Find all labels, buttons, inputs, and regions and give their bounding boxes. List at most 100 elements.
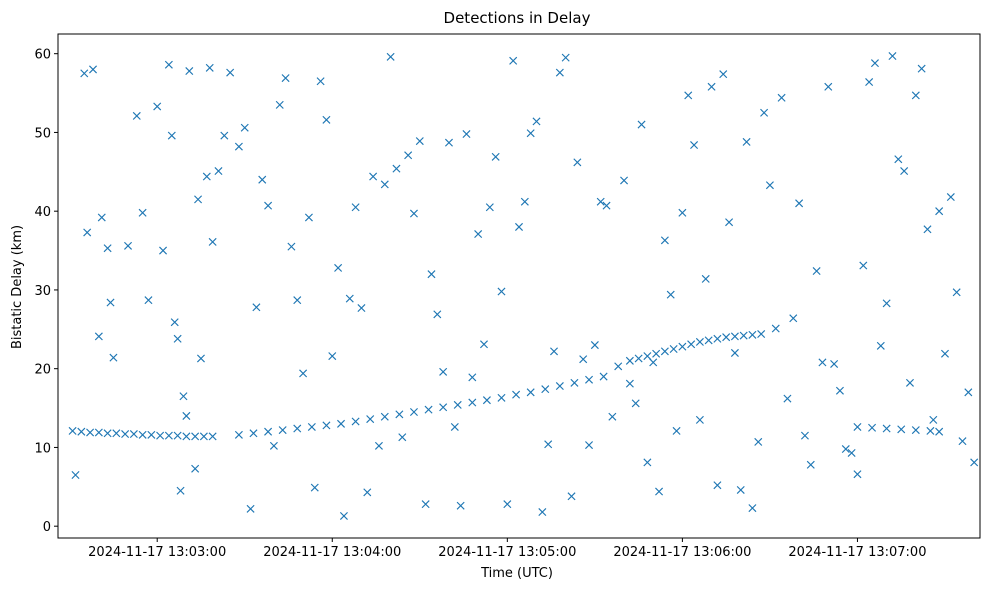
- data-point-marker: [550, 347, 559, 356]
- data-point-marker: [853, 422, 862, 431]
- data-point-marker: [687, 340, 696, 349]
- data-point-marker: [491, 152, 500, 161]
- data-point-marker: [917, 64, 926, 73]
- data-point-marker: [153, 102, 162, 111]
- x-tick-label: 2024-11-17 13:03:00: [88, 545, 226, 560]
- data-point-marker: [509, 56, 518, 65]
- data-point-marker: [167, 131, 176, 140]
- data-point-marker: [660, 347, 669, 356]
- data-point-marker: [68, 426, 77, 435]
- data-point-marker: [532, 117, 541, 126]
- data-point-marker: [719, 70, 728, 79]
- x-axis-label: Time (UTC): [480, 566, 553, 581]
- data-point-marker: [103, 429, 112, 438]
- data-point-marker: [485, 203, 494, 212]
- data-point-marker: [713, 334, 722, 343]
- data-point-marker: [526, 388, 535, 397]
- data-point-marker: [415, 137, 424, 146]
- data-point-marker: [970, 458, 979, 467]
- data-point-marker: [608, 412, 617, 421]
- data-point-marker: [194, 195, 203, 204]
- data-point-marker: [795, 199, 804, 208]
- data-point-marker: [695, 337, 704, 346]
- data-point-marker: [678, 208, 687, 217]
- data-point-marker: [882, 424, 891, 433]
- data-point-marker: [870, 59, 879, 68]
- data-point-marker: [620, 176, 629, 185]
- data-point-marker: [220, 131, 229, 140]
- data-point-marker: [191, 432, 200, 441]
- data-point-marker: [182, 411, 191, 420]
- data-point-marker: [725, 218, 734, 227]
- data-point-marker: [722, 333, 731, 342]
- data-point-marker: [94, 332, 103, 341]
- data-point-marker: [643, 352, 652, 361]
- data-point-marker: [526, 129, 535, 138]
- data-point-marker: [666, 290, 675, 299]
- data-point-marker: [468, 373, 477, 382]
- data-point-marker: [900, 167, 909, 176]
- data-point-marker: [865, 78, 874, 87]
- data-point-marker: [380, 180, 389, 189]
- data-point-marker: [269, 441, 278, 450]
- data-point-marker: [176, 486, 185, 495]
- data-point-marker: [164, 431, 173, 440]
- data-point-marker: [882, 299, 891, 308]
- data-point-marker: [541, 385, 550, 394]
- data-point-marker: [812, 267, 821, 276]
- data-point-marker: [86, 428, 95, 437]
- data-point-marker: [672, 426, 681, 435]
- data-point-marker: [106, 298, 115, 307]
- y-axis-label: Bistatic Delay (km): [10, 225, 25, 349]
- data-point-marker: [433, 310, 442, 319]
- y-tick-label: 0: [43, 520, 51, 535]
- data-point-marker: [503, 500, 512, 509]
- data-point-marker: [328, 352, 337, 361]
- y-tick-label: 50: [34, 126, 51, 141]
- data-point-marker: [888, 52, 897, 61]
- data-point-marker: [337, 419, 346, 428]
- data-point-marker: [479, 340, 488, 349]
- data-point-marker: [124, 241, 133, 250]
- data-point-marker: [173, 431, 182, 440]
- data-point-marker: [409, 407, 418, 417]
- data-point-marker: [322, 115, 331, 124]
- data-point-marker: [859, 261, 868, 270]
- data-point-marker: [240, 123, 249, 132]
- data-point-marker: [264, 427, 273, 436]
- data-point-marker: [369, 172, 378, 181]
- x-tick-label: 2024-11-17 13:05:00: [438, 545, 576, 560]
- data-point-marker: [421, 500, 430, 509]
- data-point-marker: [690, 141, 699, 150]
- data-point-marker: [103, 244, 112, 253]
- data-point-marker: [386, 52, 395, 61]
- data-point-marker: [395, 410, 404, 419]
- data-point-marker: [366, 415, 375, 424]
- data-point-marker: [538, 508, 547, 517]
- data-point-marker: [185, 67, 194, 76]
- data-point-marker: [748, 330, 757, 339]
- data-point-marker: [170, 318, 179, 327]
- data-point-marker: [765, 181, 774, 190]
- data-point-marker: [205, 63, 214, 72]
- data-point-marker: [730, 348, 739, 357]
- data-point-marker: [299, 369, 308, 378]
- data-point-marker: [310, 483, 319, 492]
- data-point-marker: [935, 207, 944, 216]
- data-point-marker: [80, 69, 89, 78]
- data-point-marker: [512, 390, 521, 399]
- data-point-marker: [555, 382, 564, 391]
- data-point-marker: [868, 423, 877, 432]
- data-point-marker: [156, 431, 165, 440]
- data-point-marker: [191, 464, 200, 473]
- data-point-marker: [497, 393, 506, 402]
- x-tick-label: 2024-11-17 13:07:00: [788, 545, 926, 560]
- data-point-marker: [736, 485, 745, 494]
- data-point-marker: [760, 108, 769, 117]
- data-point-marker: [894, 155, 903, 164]
- data-point-marker: [614, 362, 623, 371]
- data-point-marker: [322, 421, 331, 430]
- data-point-marker: [179, 392, 188, 401]
- data-point-marker: [144, 296, 153, 305]
- data-point-marker: [520, 197, 529, 206]
